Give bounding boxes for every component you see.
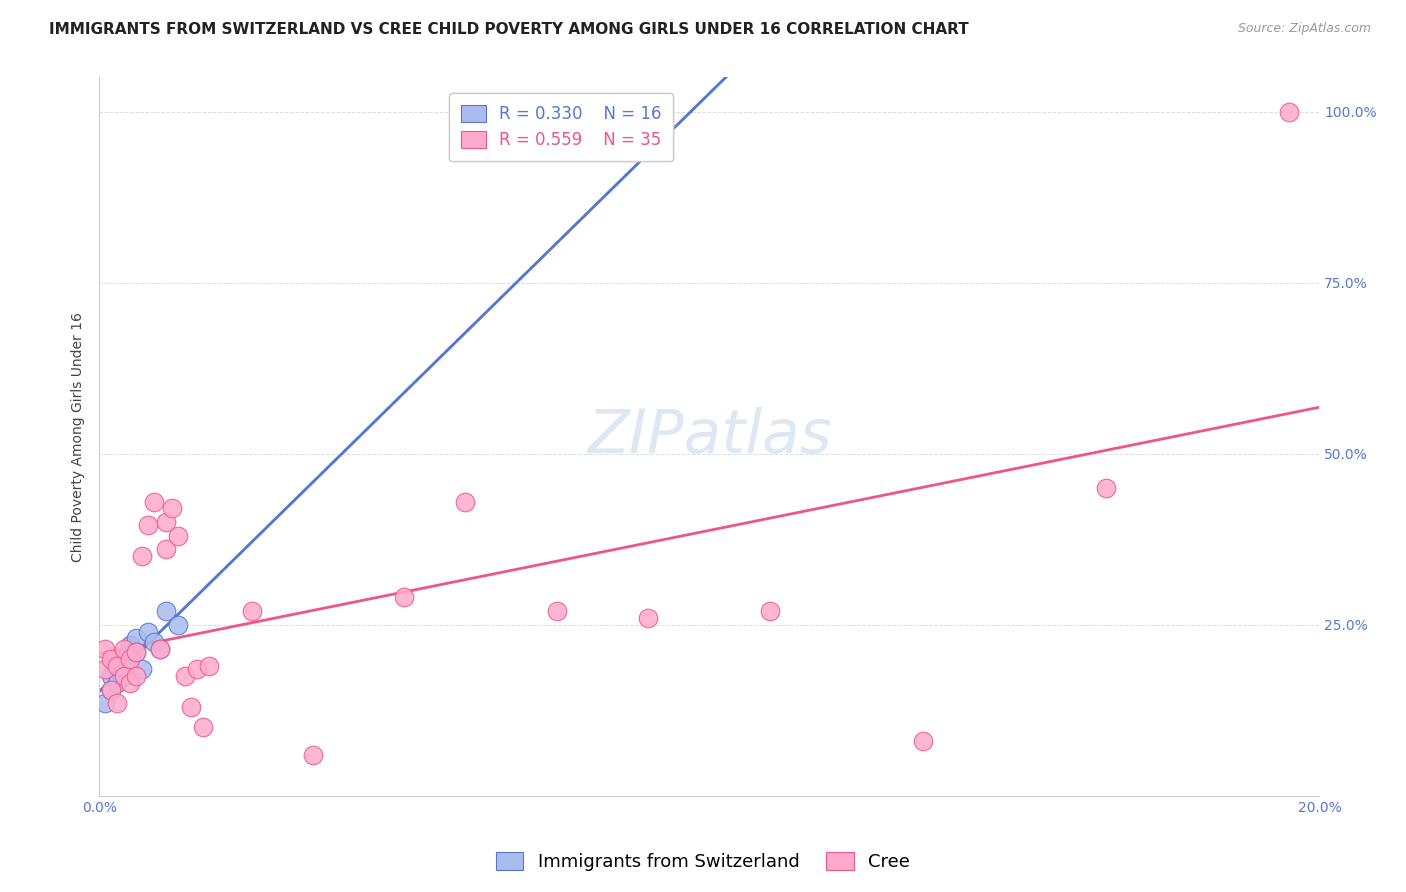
Text: ZIPatlas: ZIPatlas: [586, 407, 831, 466]
Point: [118, 652, 141, 666]
Point: [107, 655, 129, 669]
Legend: R = 0.330    N = 16, R = 0.559    N = 35: R = 0.330 N = 16, R = 0.559 N = 35: [449, 93, 673, 161]
Point: [107, 658, 129, 673]
Point: [911, 734, 934, 748]
Point: [167, 617, 190, 632]
Point: [1278, 104, 1301, 119]
Y-axis label: Child Poverty Among Girls Under 16: Child Poverty Among Girls Under 16: [72, 311, 86, 561]
Point: [125, 645, 148, 659]
Point: [136, 518, 159, 533]
Point: [143, 494, 166, 508]
Point: [149, 641, 172, 656]
Point: [155, 515, 177, 529]
Point: [155, 542, 177, 557]
Point: [759, 604, 782, 618]
Point: [198, 658, 221, 673]
Point: [180, 699, 202, 714]
Point: [637, 611, 659, 625]
Point: [94, 641, 117, 656]
Point: [191, 720, 214, 734]
Point: [392, 591, 415, 605]
Point: [240, 604, 263, 618]
Point: [125, 669, 148, 683]
Point: [136, 624, 159, 639]
Point: [107, 676, 129, 690]
Point: [112, 662, 135, 676]
Point: [118, 638, 141, 652]
Point: [301, 747, 323, 762]
Point: [107, 697, 129, 711]
Point: [100, 682, 122, 697]
Point: [131, 662, 153, 676]
Point: [186, 662, 208, 676]
Point: [112, 641, 135, 656]
Point: [167, 529, 190, 543]
Text: IMMIGRANTS FROM SWITZERLAND VS CREE CHILD POVERTY AMONG GIRLS UNDER 16 CORRELATI: IMMIGRANTS FROM SWITZERLAND VS CREE CHIL…: [49, 22, 969, 37]
Point: [112, 652, 135, 666]
Point: [454, 494, 477, 508]
Point: [125, 645, 148, 659]
Point: [118, 676, 141, 690]
Point: [162, 501, 184, 516]
Point: [112, 669, 135, 683]
Point: [155, 604, 177, 618]
Point: [125, 632, 148, 646]
Point: [149, 641, 172, 656]
Text: Source: ZipAtlas.com: Source: ZipAtlas.com: [1237, 22, 1371, 36]
Point: [143, 634, 166, 648]
Point: [100, 682, 122, 697]
Point: [94, 662, 117, 676]
Point: [173, 669, 195, 683]
Point: [100, 669, 122, 683]
Legend: Immigrants from Switzerland, Cree: Immigrants from Switzerland, Cree: [489, 845, 917, 879]
Point: [1095, 481, 1118, 495]
Point: [546, 604, 568, 618]
Point: [131, 549, 153, 564]
Point: [94, 697, 117, 711]
Point: [100, 652, 122, 666]
